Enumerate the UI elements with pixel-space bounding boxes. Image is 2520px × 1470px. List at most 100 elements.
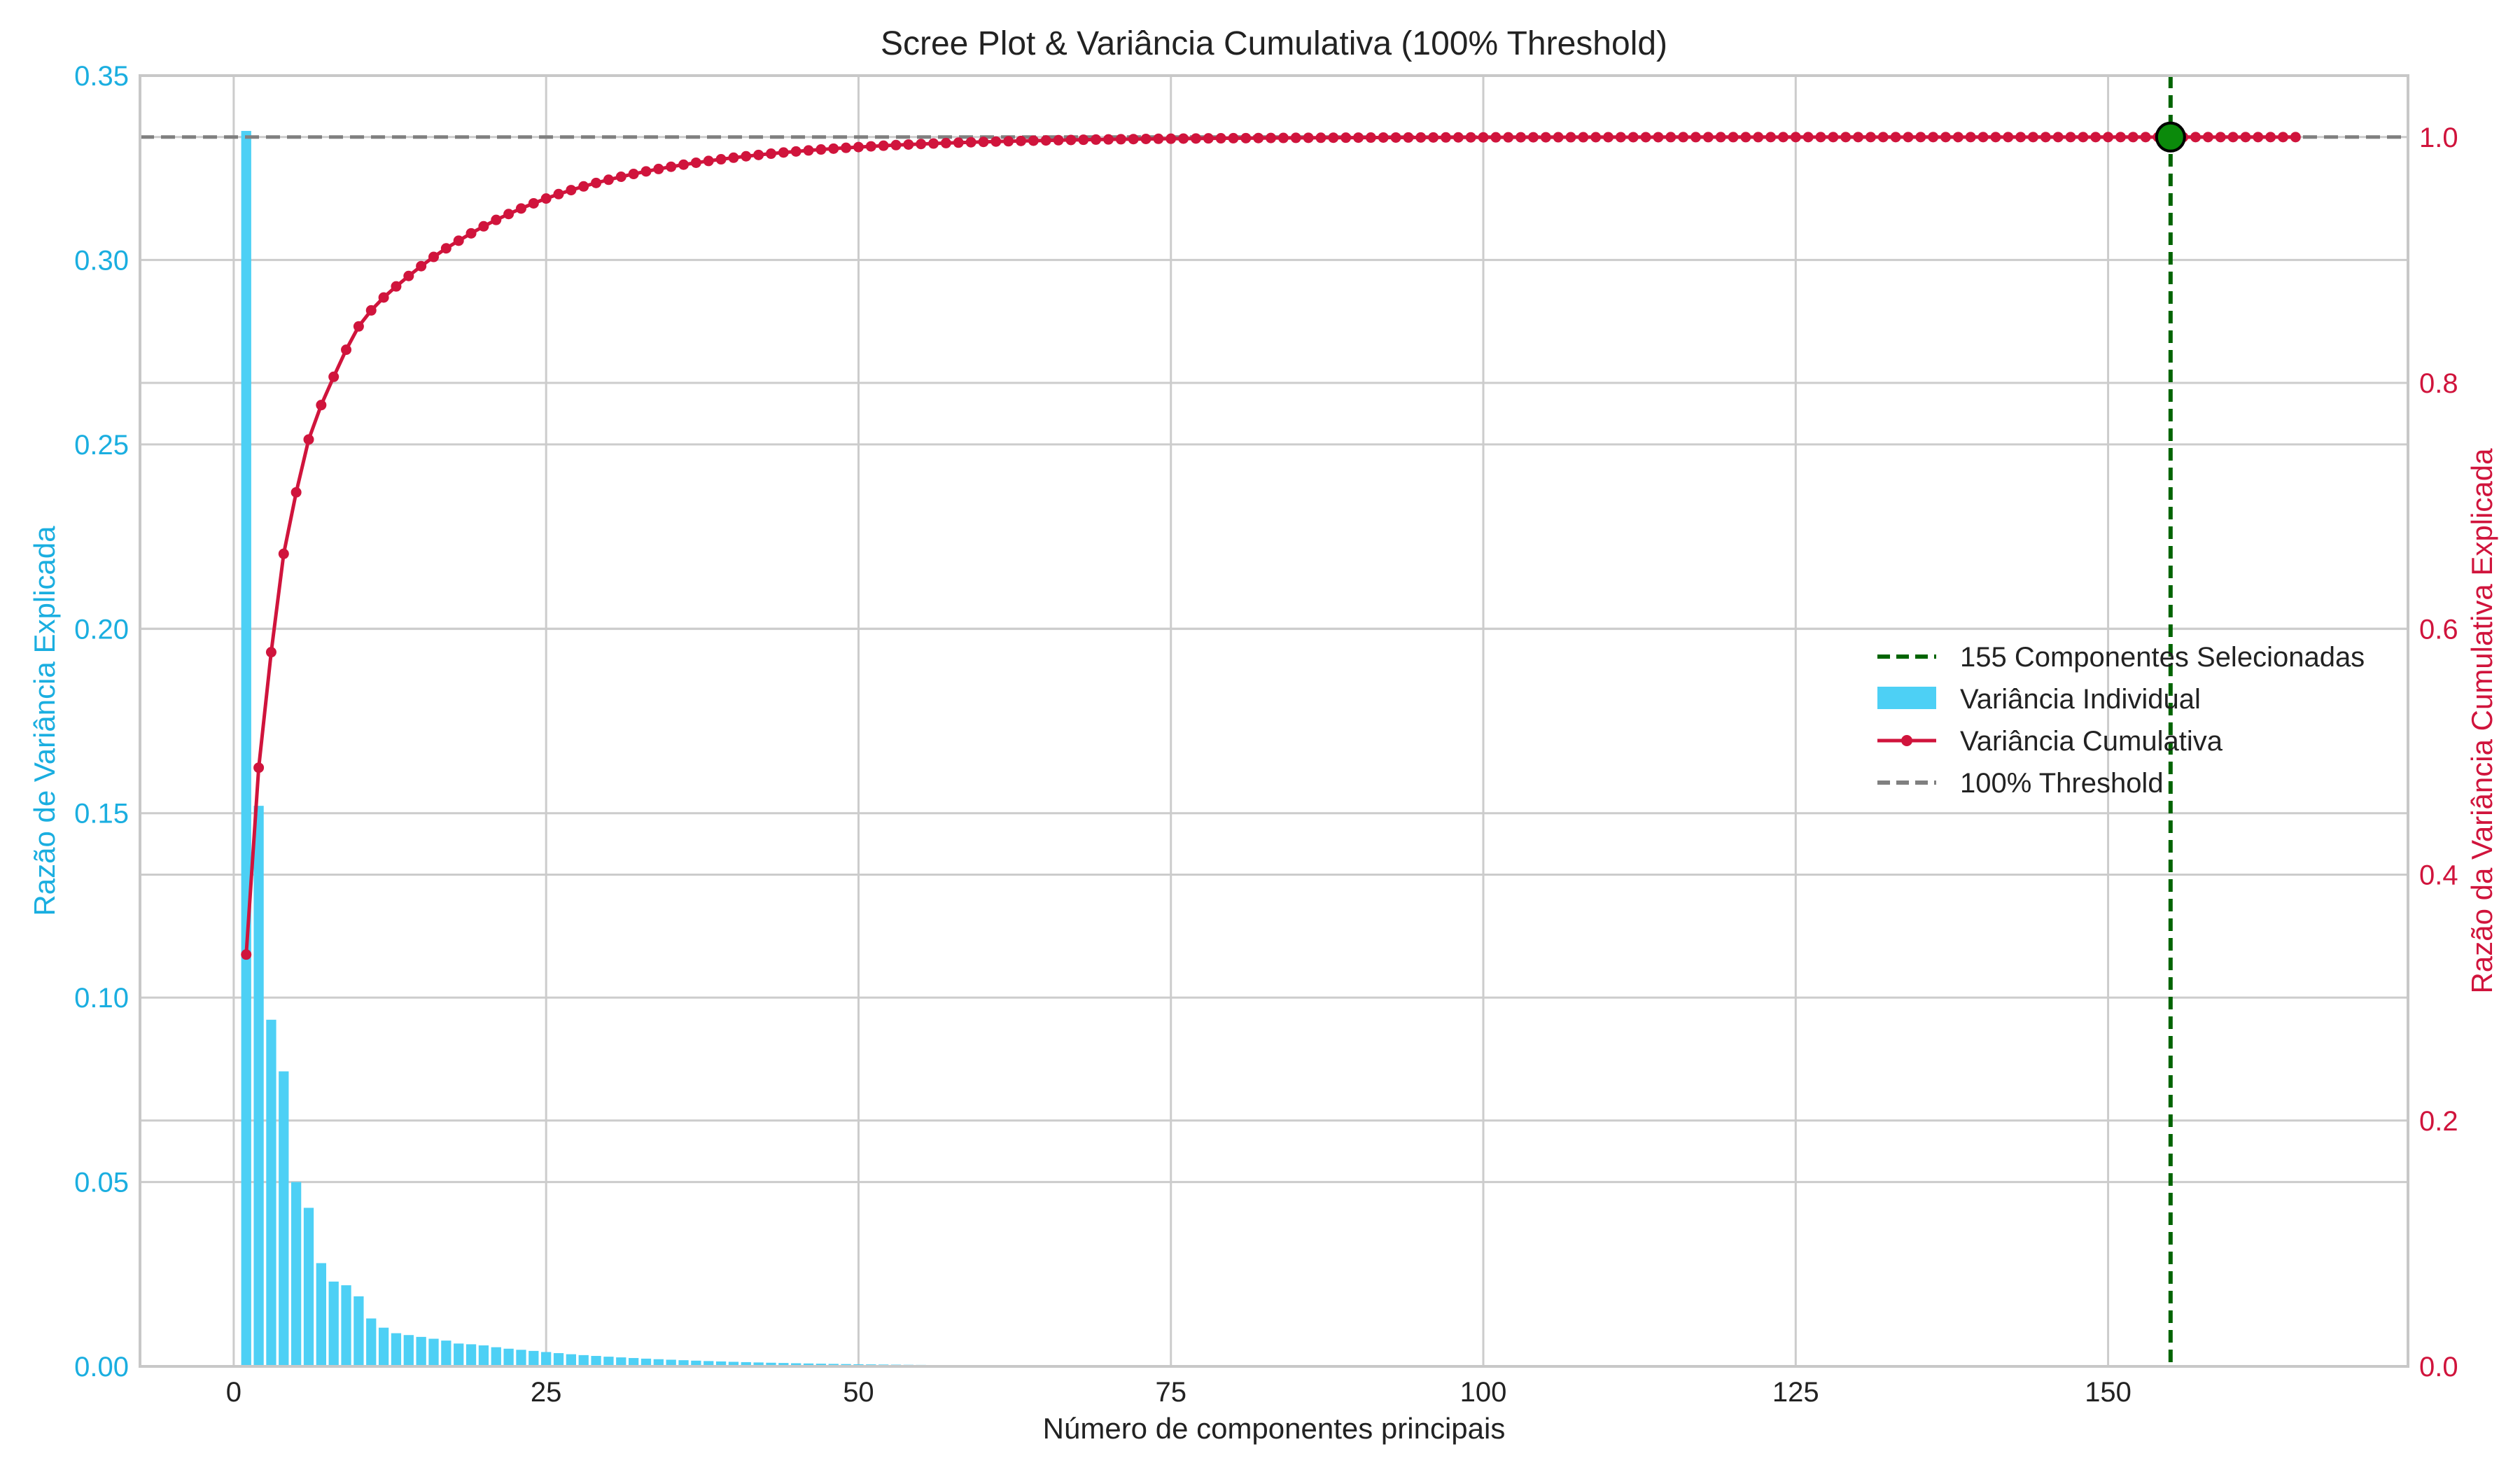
cumulative-point [1628, 132, 1639, 143]
cumulative-point [1640, 132, 1651, 143]
cumulative-point [1665, 132, 1676, 143]
y-right-tick-label: 0.0 [2419, 1352, 2458, 1382]
legend-label-threshold: 100% Threshold [1960, 768, 2164, 799]
variance-bar [541, 1352, 552, 1366]
cumulative-point [2202, 132, 2213, 143]
variance-bar [454, 1343, 464, 1366]
cumulative-point [978, 136, 989, 148]
variance-bar [253, 806, 264, 1366]
cumulative-point [640, 166, 652, 177]
cumulative-point [1527, 132, 1539, 143]
cumulative-point [241, 949, 252, 960]
cumulative-point [1728, 132, 1739, 143]
cumulative-point [1503, 132, 1514, 143]
cumulative-point [1540, 132, 1551, 143]
variance-bar [266, 1019, 276, 1366]
cumulative-point [2190, 132, 2202, 143]
cumulative-point [591, 177, 602, 188]
variance-bar [416, 1336, 426, 1366]
variance-bar [528, 1350, 539, 1366]
variance-bar [591, 1356, 601, 1366]
cumulative-point [1115, 134, 1126, 145]
cumulative-point [865, 141, 876, 152]
variance-bar [478, 1345, 489, 1366]
cumulative-point [853, 141, 864, 153]
cumulative-point [765, 148, 776, 160]
x-tick-label: 75 [1155, 1377, 1186, 1408]
variance-bar [465, 1344, 477, 1366]
y-left-tick-label: 0.00 [74, 1352, 129, 1382]
cumulative-point [1715, 132, 1726, 143]
cumulative-point [353, 321, 364, 332]
cumulative-point [1390, 132, 1401, 143]
cumulative-point [1490, 132, 1502, 143]
legend-label-individual: Variância Individual [1960, 684, 2201, 715]
variance-bar [303, 1208, 314, 1366]
cumulative-point [778, 147, 789, 158]
cumulative-point [1702, 132, 1714, 143]
variance-bar [553, 1353, 564, 1366]
cumulative-point [1078, 134, 1089, 146]
cumulative-point [1553, 132, 1564, 143]
cumulative-point [1615, 132, 1626, 143]
cumulative-point [2003, 132, 2014, 143]
cumulative-point [1415, 132, 1427, 143]
cumulative-point [1328, 132, 1339, 144]
x-tick-label: 100 [1460, 1377, 1507, 1408]
variance-bar [666, 1359, 676, 1366]
variance-bar [628, 1358, 639, 1366]
cumulative-point [1452, 132, 1464, 143]
cumulative-point [1178, 133, 1189, 144]
variance-bar [753, 1362, 764, 1366]
cumulative-point [1690, 132, 1701, 143]
selected-component-marker [2155, 121, 2186, 153]
cumulative-point [2277, 132, 2288, 143]
variance-bar [603, 1357, 614, 1366]
cumulative-point [1365, 132, 1376, 144]
variance-bar [503, 1348, 514, 1366]
cumulative-point [2015, 132, 2026, 143]
cumulative-point [965, 136, 976, 148]
variance-bar [241, 131, 251, 1366]
y-left-tick-label: 0.20 [74, 614, 129, 645]
legend-line-marker-icon [1901, 735, 1912, 746]
variance-bar [279, 1071, 289, 1366]
cumulative-point [1815, 132, 1826, 143]
cumulative-point [1290, 132, 1301, 144]
cumulative-point [2290, 132, 2301, 143]
y-right-tick-label: 0.4 [2419, 860, 2458, 891]
variance-bar [616, 1357, 626, 1366]
cumulative-point [2115, 132, 2126, 143]
cumulative-point [1003, 136, 1014, 147]
cumulative-point [391, 281, 402, 292]
cumulative-point [440, 243, 451, 254]
cumulative-point [2227, 132, 2239, 143]
cumulative-point [678, 159, 690, 170]
chart-title: Scree Plot & Variância Cumulativa (100% … [881, 25, 1667, 62]
cumulative-point [2265, 132, 2276, 143]
cumulative-point [1765, 132, 1777, 143]
cumulative-point [1403, 132, 1414, 143]
cumulative-point [2240, 132, 2251, 143]
cumulative-point [741, 150, 752, 162]
cumulative-point [1091, 134, 1102, 145]
y-right-tick-label: 0.6 [2419, 614, 2458, 645]
cumulative-point [1653, 132, 1664, 143]
cumulative-point [1565, 132, 1576, 143]
cumulative-point [1877, 132, 1889, 143]
cumulative-point [928, 138, 939, 149]
cumulative-point [1915, 132, 1926, 143]
cumulative-point [290, 486, 302, 498]
cumulative-point [878, 140, 889, 151]
variance-bar [428, 1338, 439, 1366]
cumulative-point [1590, 132, 1602, 143]
variance-bar [803, 1363, 814, 1366]
cumulative-point [703, 155, 714, 167]
cumulative-point [753, 149, 764, 160]
cumulative-point [540, 193, 552, 204]
cumulative-point [1903, 132, 1914, 143]
cumulative-point [465, 227, 477, 239]
cumulative-point [378, 292, 389, 303]
